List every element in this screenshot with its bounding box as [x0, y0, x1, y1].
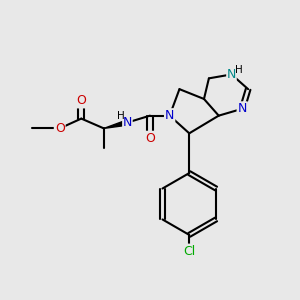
Text: N: N [238, 102, 247, 115]
Text: N: N [165, 109, 174, 122]
Text: O: O [55, 122, 64, 135]
Text: H: H [117, 111, 125, 121]
Text: O: O [145, 132, 155, 145]
Text: Cl: Cl [183, 244, 195, 258]
Polygon shape [104, 120, 128, 128]
Text: N: N [123, 116, 132, 129]
Text: O: O [76, 94, 86, 107]
Text: H: H [235, 65, 243, 75]
Text: N: N [227, 68, 236, 81]
